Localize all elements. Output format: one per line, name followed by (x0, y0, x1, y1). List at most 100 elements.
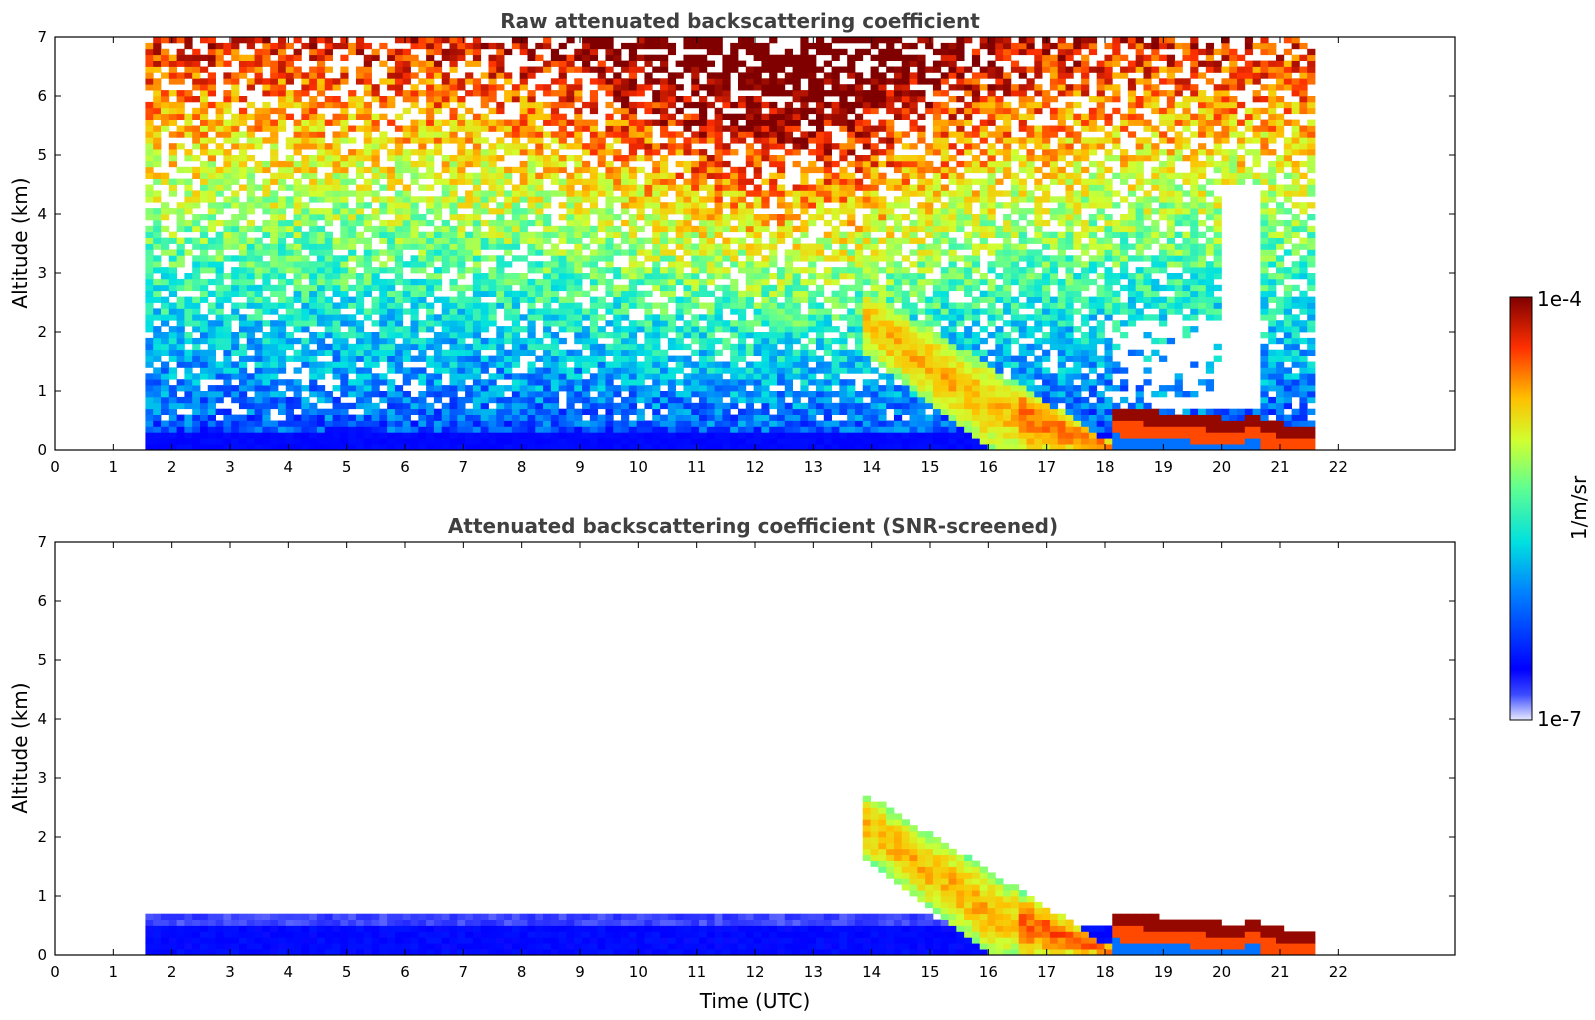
top-heat-cell (699, 255, 708, 262)
top-heat-cell (363, 337, 372, 345)
top-heat-cell (706, 184, 716, 191)
top-heat-cell (270, 267, 279, 274)
top-heat-cell (699, 172, 708, 179)
top-heat-cell (285, 219, 294, 227)
top-heat-cell (519, 160, 528, 168)
top-heat-cell (784, 137, 793, 144)
top-heat-cell (168, 402, 178, 410)
top-heat-cell (784, 444, 793, 451)
top-heat-cell (714, 178, 723, 185)
top-heat-cell (714, 402, 723, 410)
top-heat-cell (270, 149, 279, 156)
top-heat-cell (176, 308, 185, 315)
top-heat-cell (176, 426, 185, 433)
top-heat-cell (394, 202, 404, 209)
top-heat-cell (535, 296, 544, 303)
top-heat-cell (200, 84, 209, 91)
top-heat-cell (815, 113, 825, 120)
top-heat-cell (823, 438, 832, 445)
top-heat-cell (644, 155, 653, 162)
top-heat-cell (238, 113, 248, 120)
top-heat-cell (309, 243, 318, 250)
top-heat-cell (652, 149, 661, 156)
top-heat-cell (270, 90, 279, 97)
top-heat-cell (644, 54, 653, 61)
top-heat-cell (605, 125, 614, 132)
top-heat-cell (238, 172, 248, 179)
top-heat-cell (418, 37, 427, 44)
top-heat-cell (410, 214, 419, 221)
top-heat-cell (683, 190, 692, 197)
top-heat-cell (496, 332, 505, 339)
top-heat-cell (839, 337, 848, 345)
top-heat-cell (769, 414, 778, 421)
top-heat-cell (394, 225, 404, 233)
top-heat-cell (402, 155, 411, 162)
top-heat-cell (628, 219, 638, 227)
top-heat-cell (566, 408, 575, 415)
top-heat-cell (730, 237, 739, 244)
top-heat-cell (613, 166, 622, 174)
top-heat-cell (200, 90, 209, 97)
top-heat-cell (613, 402, 622, 410)
top-heat-cell (831, 84, 840, 91)
top-heat-cell (433, 37, 443, 44)
top-heat-cell (761, 178, 770, 185)
top-heat-cell (808, 42, 817, 50)
top-heat-cell (535, 420, 544, 427)
top-heat-cell (558, 178, 567, 185)
top-heat-cell (161, 361, 170, 368)
top-heat-cell (808, 190, 817, 197)
top-heat-cell (277, 314, 287, 321)
top-heat-cell (761, 337, 770, 345)
top-heat-cell (589, 178, 599, 185)
top-heat-cell (488, 385, 497, 392)
top-heat-cell (480, 196, 489, 203)
top-heat-cell (800, 267, 809, 274)
top-heat-cell (644, 320, 653, 327)
top-heat-cell (738, 225, 747, 233)
top-heat-cell (472, 143, 482, 150)
top-heat-cell (348, 48, 357, 56)
top-heat-cell (332, 373, 341, 380)
top-heat-cell (854, 438, 864, 445)
top-heat-cell (667, 396, 677, 404)
top-heat-cell (480, 355, 489, 362)
top-heat-cell (441, 84, 450, 91)
top-heat-cell (426, 438, 435, 445)
top-heat-cell (550, 267, 560, 274)
top-heat-cell (465, 373, 474, 380)
top-heat-cell (441, 355, 450, 362)
top-heat-cell (192, 438, 201, 445)
top-heat-cell (714, 367, 723, 374)
top-heat-cell (621, 90, 630, 97)
top-heat-cell (293, 402, 302, 410)
top-heat-cell (800, 143, 809, 150)
top-heat-cell (418, 107, 427, 115)
top-heat-cell (418, 396, 427, 404)
top-heat-cell (246, 125, 255, 132)
top-heat-cell (550, 261, 560, 268)
top-heat-cell (262, 414, 271, 421)
top-heat-cell (324, 54, 333, 61)
top-heat-cell (153, 355, 162, 362)
top-heat-cell (192, 273, 201, 280)
top-heat-cell (402, 261, 411, 268)
top-heat-cell (675, 379, 684, 386)
top-heat-cell (433, 420, 443, 427)
top-heat-cell (589, 302, 599, 309)
top-heat-cell (667, 414, 677, 421)
top-heat-cell (176, 178, 185, 185)
top-heat-cell (784, 314, 793, 321)
top-heat-cell (589, 149, 599, 156)
top-heat-cell (854, 314, 864, 321)
top-heat-cell (831, 408, 840, 415)
top-heat-cell (730, 202, 739, 209)
top-heat-cell (784, 54, 793, 61)
top-heat-cell (667, 172, 677, 179)
top-heat-cell (293, 54, 302, 61)
top-heat-cell (527, 149, 536, 156)
top-heat-cell (145, 402, 154, 410)
top-heat-cell (667, 284, 677, 292)
top-heat-cell (449, 385, 458, 392)
